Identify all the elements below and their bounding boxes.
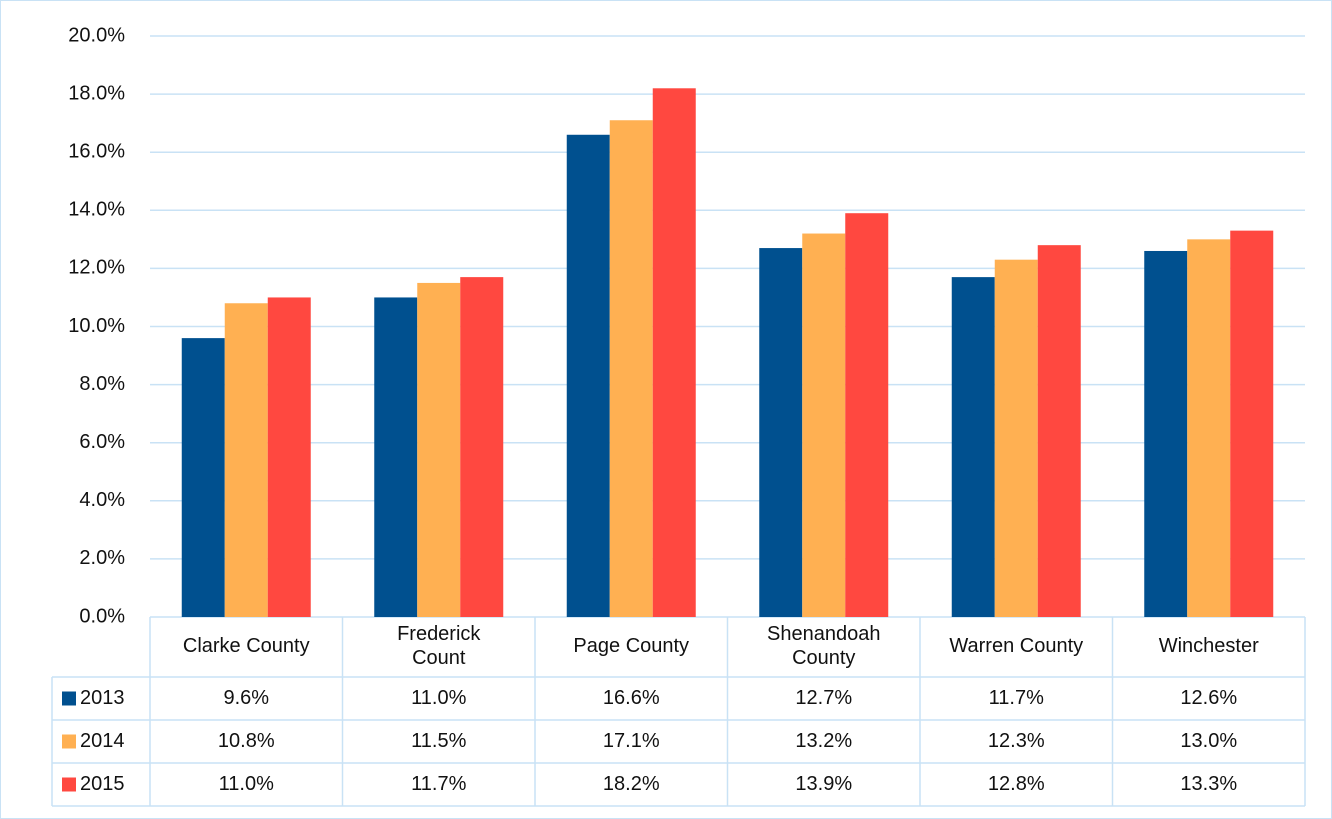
- legend-swatch: [62, 777, 76, 792]
- y-tick-label: 14.0%: [68, 199, 125, 221]
- table-value: 11.7%: [411, 773, 466, 795]
- y-tick-label: 12.0%: [68, 257, 125, 279]
- table-value: 13.2%: [795, 730, 852, 752]
- y-tick-label: 4.0%: [79, 489, 125, 511]
- bar: [994, 259, 1038, 617]
- legend-label: 2013: [80, 687, 125, 709]
- x-tick-label: Page County: [573, 635, 689, 657]
- x-tick-label: Frederick Count: [397, 623, 481, 669]
- table-value: 16.6%: [603, 687, 660, 709]
- legend-swatch: [62, 691, 76, 706]
- y-tick-label: 6.0%: [79, 431, 125, 453]
- bar: [267, 297, 311, 617]
- bar: [802, 233, 846, 618]
- bar: [181, 338, 225, 617]
- bar: [1187, 239, 1231, 617]
- y-tick-label: 0.0%: [79, 605, 125, 627]
- legend-label: 2015: [80, 773, 125, 795]
- x-tick-label: Warren County: [949, 635, 1083, 657]
- legend-label: 2014: [80, 730, 125, 752]
- bar: [951, 277, 995, 617]
- bar: [1037, 245, 1081, 617]
- bar: [224, 303, 268, 617]
- y-tick-label: 10.0%: [68, 315, 125, 337]
- table-value: 11.5%: [411, 730, 466, 752]
- x-tick-label: Shenandoah County: [767, 623, 880, 669]
- table-value: 10.8%: [218, 730, 275, 752]
- bar: [652, 88, 696, 618]
- bar: [417, 282, 461, 617]
- bar: [566, 134, 610, 617]
- y-tick-label: 8.0%: [79, 373, 125, 395]
- table-value: 13.9%: [795, 773, 852, 795]
- bar: [1144, 250, 1188, 617]
- x-tick-label: Clarke County: [183, 635, 310, 657]
- table-value: 12.8%: [988, 773, 1045, 795]
- table-value: 11.0%: [411, 687, 466, 709]
- bar: [374, 297, 418, 617]
- legend-swatch: [62, 734, 76, 749]
- y-tick-label: 2.0%: [79, 547, 125, 569]
- table-value: 9.6%: [223, 687, 269, 709]
- table-value: 12.3%: [988, 730, 1045, 752]
- bar: [845, 213, 889, 617]
- bar: [1230, 230, 1274, 617]
- table-value: 12.6%: [1180, 687, 1237, 709]
- x-tick-label: Winchester: [1159, 635, 1259, 657]
- y-tick-label: 20.0%: [68, 24, 125, 46]
- table-value: 18.2%: [603, 773, 660, 795]
- bar: [460, 277, 504, 617]
- table-value: 11.0%: [219, 773, 274, 795]
- table-value: 13.0%: [1180, 730, 1237, 752]
- y-tick-label: 16.0%: [68, 140, 125, 162]
- y-tick-label: 18.0%: [68, 82, 125, 104]
- table-value: 13.3%: [1180, 773, 1237, 795]
- table-value: 11.7%: [989, 687, 1044, 709]
- table-value: 17.1%: [603, 730, 660, 752]
- bar: [609, 120, 653, 618]
- table-value: 12.7%: [795, 687, 852, 709]
- bar: [759, 248, 803, 617]
